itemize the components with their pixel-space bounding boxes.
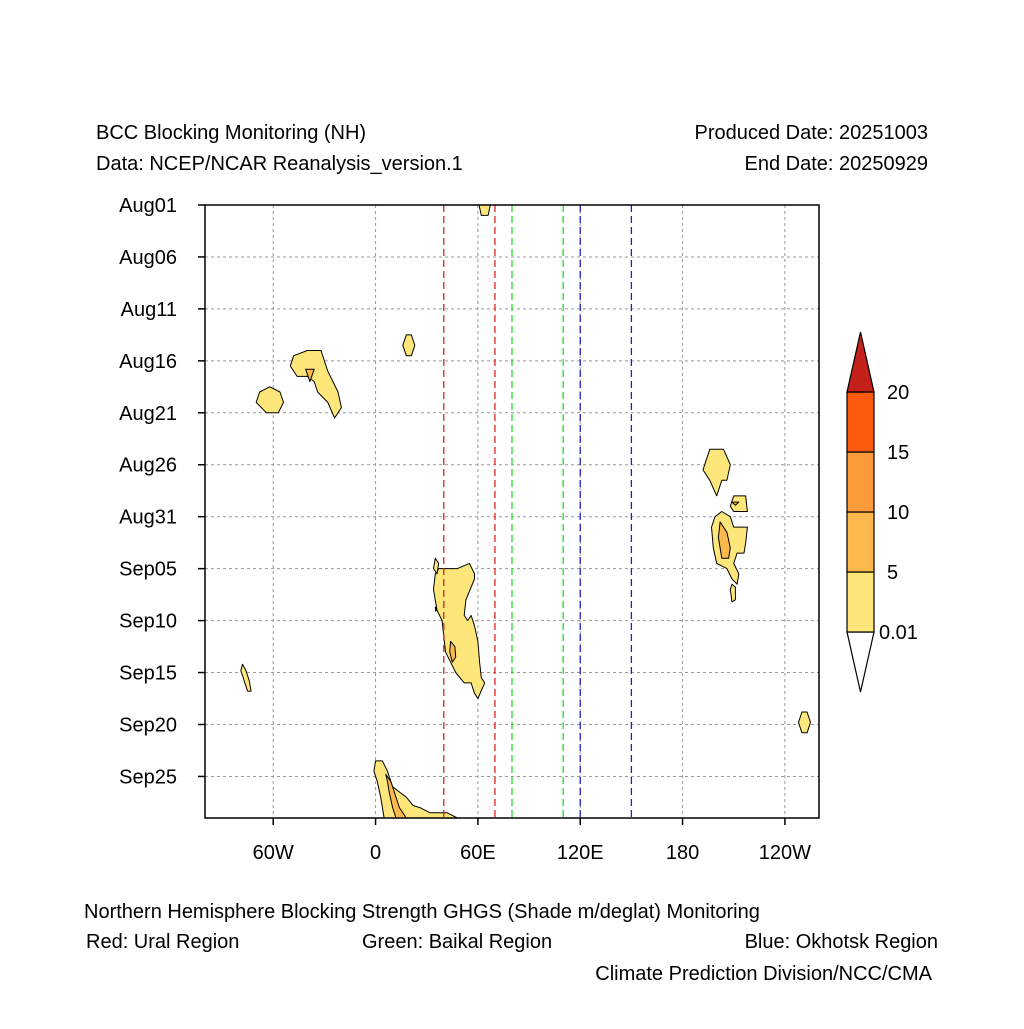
x-tick-label: 120W: [759, 842, 811, 864]
colorbar-segment: [847, 452, 874, 512]
blocking-chart: BCC Blocking Monitoring (NH) Data: NCEP/…: [0, 0, 1024, 1024]
y-tick-label: Sep25: [119, 766, 177, 788]
y-tick-label: Aug16: [119, 351, 177, 373]
y-tick-label: Sep20: [119, 714, 177, 736]
x-tick-label: 0: [370, 842, 381, 864]
y-tick-label: Aug11: [121, 299, 177, 321]
y-tick-label: Aug01: [119, 195, 177, 217]
x-tick-label: 60E: [460, 842, 496, 864]
y-tick-label: Aug21: [119, 403, 177, 425]
blocking-event-sep28-band-core: [396, 820, 413, 834]
produced-date-label: Produced Date: 20251003: [694, 122, 928, 144]
end-date-label: End Date: 20250929: [745, 153, 929, 175]
colorbar-lower-arrow: [847, 632, 874, 692]
colorbar-label: 15: [887, 442, 909, 464]
colorbar: 0.01 5 10 15 20: [847, 332, 918, 692]
chart-title: BCC Blocking Monitoring (NH): [96, 122, 366, 144]
footer-title: Northern Hemisphere Blocking Strength GH…: [84, 901, 760, 923]
y-tick-label: Aug26: [119, 455, 177, 477]
y-tick-label: Sep10: [119, 611, 177, 633]
legend-red-label: Red: Ural Region: [86, 931, 239, 953]
colorbar-label: 0.01: [879, 622, 918, 644]
colorbar-label: 5: [887, 562, 898, 584]
y-tick-label: Aug31: [119, 507, 177, 529]
colorbar-label: 20: [887, 382, 909, 404]
colorbar-segment: [847, 392, 874, 452]
colorbar-segment: [847, 512, 874, 572]
colorbar-label: 10: [887, 502, 909, 524]
blocking-event-aug29-210: [730, 496, 747, 512]
legend-blue-label: Blue: Okhotsk Region: [745, 931, 938, 953]
colorbar-upper-arrow: [847, 332, 874, 392]
y-tick-label: Sep05: [119, 559, 177, 581]
chart-page: BCC Blocking Monitoring (NH) Data: NCEP/…: [0, 0, 1024, 1024]
credit-label: Climate Prediction Division/NCC/CMA: [595, 963, 932, 985]
colorbar-segment: [847, 572, 874, 632]
x-tick-label: 180: [666, 842, 699, 864]
x-tick-label: 120E: [557, 842, 604, 864]
legend-green-label: Green: Baikal Region: [362, 931, 552, 953]
y-tick-label: Aug06: [119, 247, 177, 269]
y-tick-label: Sep15: [119, 663, 177, 685]
x-tick-label: 60W: [253, 842, 294, 864]
data-source-label: Data: NCEP/NCAR Reanalysis_version.1: [96, 153, 463, 175]
